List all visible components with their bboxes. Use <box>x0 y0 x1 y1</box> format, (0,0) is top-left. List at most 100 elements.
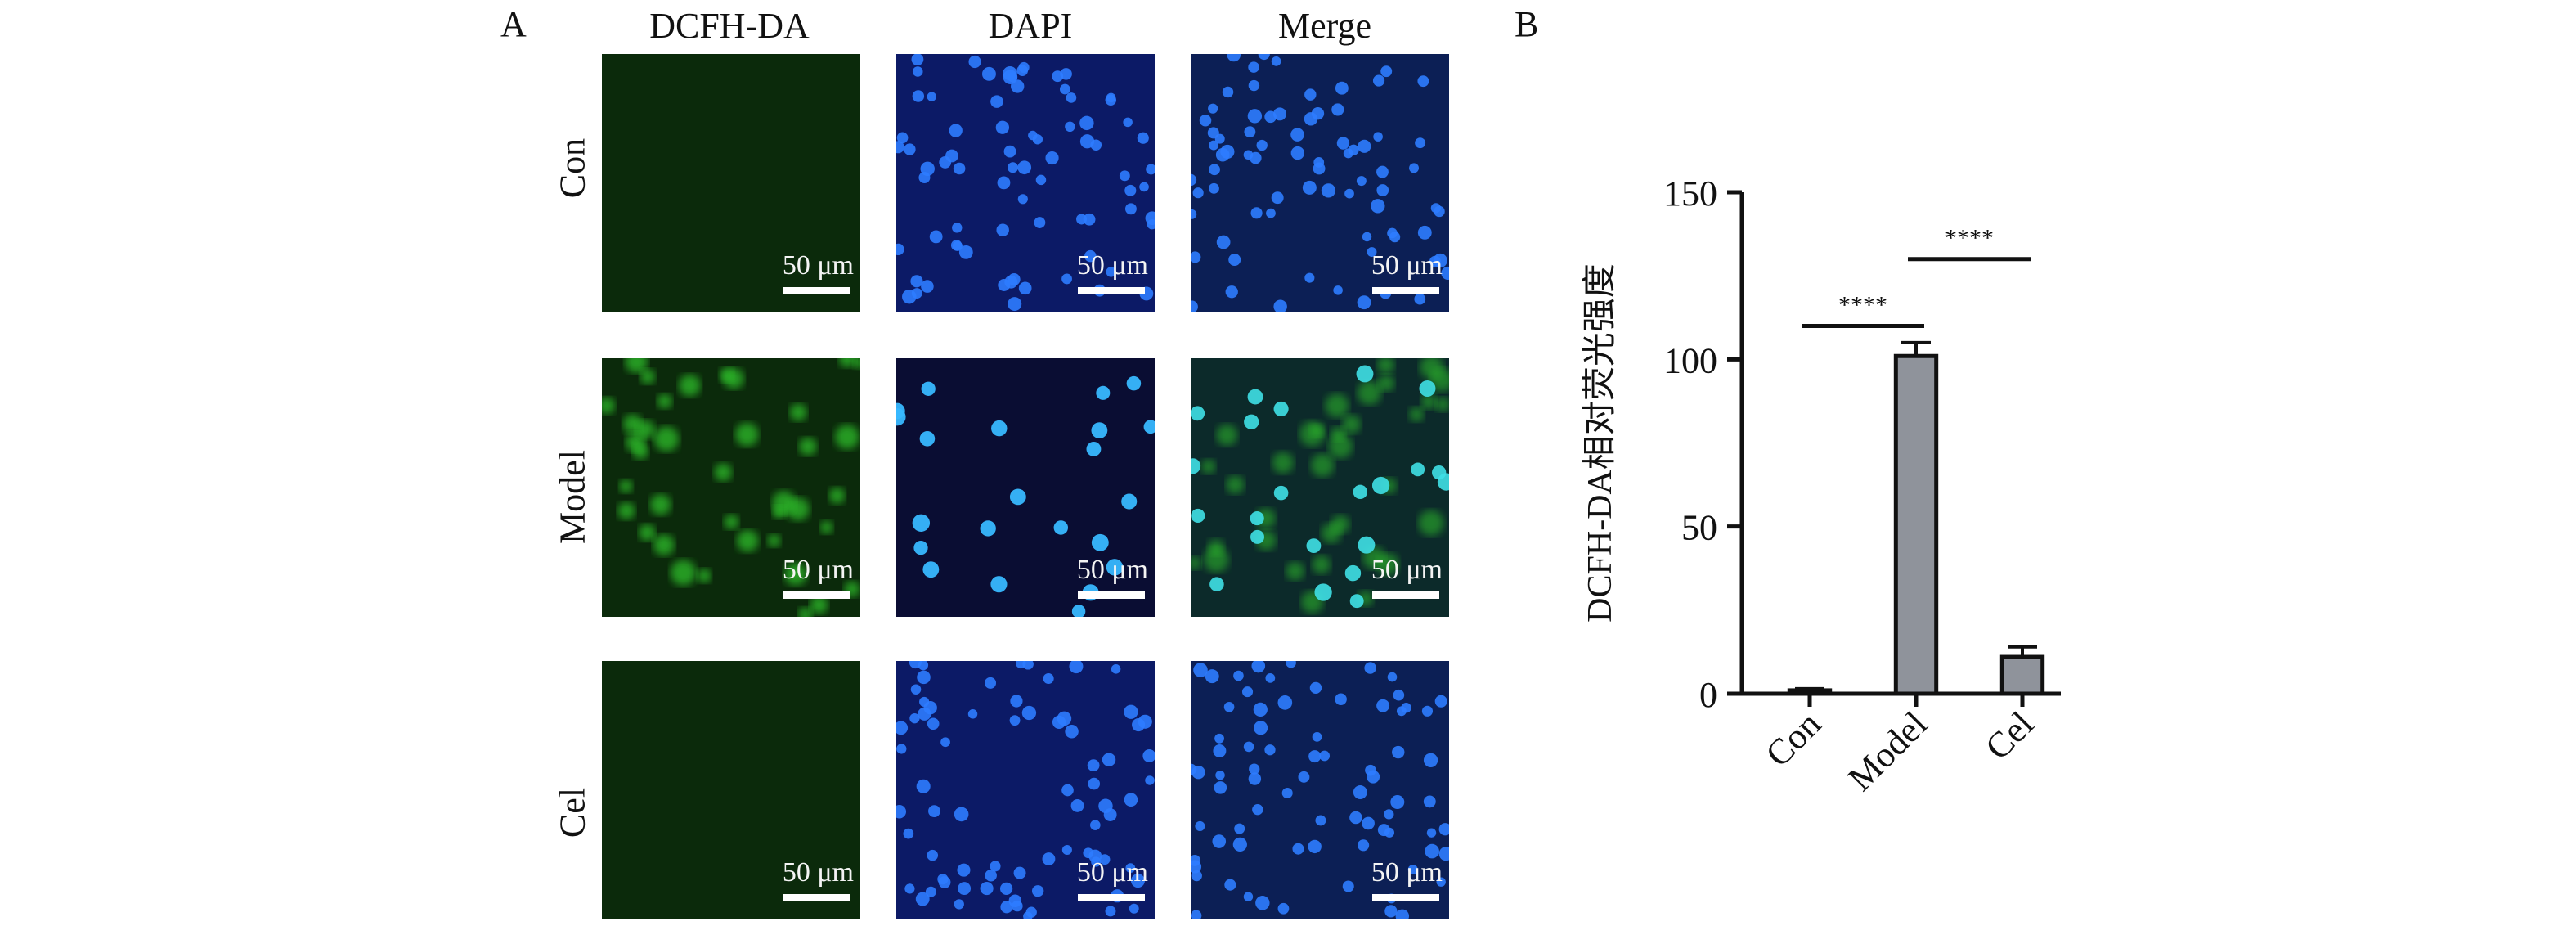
cell-mark <box>797 607 813 617</box>
cell-mark <box>1264 744 1276 756</box>
cell-mark <box>1358 139 1371 153</box>
cell-mark <box>1011 79 1025 93</box>
cell-mark <box>1016 661 1026 669</box>
cell-mark <box>1309 424 1324 438</box>
cell-mark <box>1103 808 1117 821</box>
cell-mark <box>918 661 929 671</box>
cell-mark <box>921 381 936 396</box>
significance-label: **** <box>1945 225 1994 252</box>
cell-mark <box>911 288 922 299</box>
cell-mark <box>1066 92 1077 103</box>
cell-mark <box>1290 128 1304 142</box>
cell-mark <box>990 861 1001 872</box>
cell-mark <box>1191 763 1197 775</box>
micrograph-con-merge: 50 μm <box>1191 54 1449 312</box>
cell-mark <box>736 529 759 552</box>
cell-mark <box>619 479 633 493</box>
cell-mark <box>697 569 711 583</box>
cell-mark <box>1298 771 1310 783</box>
cell-mark <box>1105 94 1117 106</box>
cell-mark <box>998 279 1011 291</box>
cell-mark <box>1248 772 1262 785</box>
cell-mark <box>1441 266 1449 281</box>
cell-mark <box>1387 672 1398 682</box>
micrograph-image <box>896 661 1155 919</box>
cell-mark <box>1414 293 1426 305</box>
cell-mark <box>1321 523 1342 543</box>
cell-mark <box>719 367 734 383</box>
cell-mark <box>896 721 909 735</box>
scale-bar <box>1372 287 1439 294</box>
cell-mark <box>1035 174 1047 186</box>
micrograph-con-dcfh: 50 μm <box>602 54 860 312</box>
cell-mark <box>1357 295 1371 310</box>
cell-mark <box>1125 863 1136 874</box>
cell-mark <box>1421 705 1434 717</box>
cell-mark <box>1061 784 1074 797</box>
cell-mark <box>679 374 701 397</box>
cell-mark <box>1083 847 1094 859</box>
micrograph-image <box>602 54 860 312</box>
cell-mark <box>1124 203 1137 215</box>
cell-mark <box>954 807 969 822</box>
cell-mark <box>912 90 925 102</box>
cell-mark <box>1139 182 1149 192</box>
cell-mark <box>1009 715 1021 726</box>
cell-mark <box>922 561 940 578</box>
cell-mark <box>1243 150 1254 160</box>
micrograph-image <box>602 661 860 919</box>
cell-mark <box>1244 126 1256 138</box>
cell-mark <box>1426 828 1437 838</box>
cell-mark <box>1234 823 1245 834</box>
significance-label: **** <box>1838 291 1887 318</box>
cell-mark <box>958 882 972 896</box>
cell-mark <box>1415 137 1426 149</box>
cell-mark <box>1057 711 1072 726</box>
scale-bar <box>1078 287 1145 294</box>
cell-mark <box>1308 839 1322 854</box>
cell-mark <box>1356 365 1374 383</box>
cell-mark <box>1059 83 1070 95</box>
scale-bar-label: 50 μm <box>782 555 854 585</box>
micrograph-model-dcfh: 50 μm <box>602 358 860 617</box>
cell-mark <box>995 120 1010 134</box>
cell-mark <box>639 524 656 542</box>
cell-mark <box>828 487 846 504</box>
cell-mark <box>1042 852 1056 865</box>
scale-bar <box>1372 591 1439 599</box>
cell-mark <box>1124 184 1137 196</box>
cell-mark <box>912 66 923 77</box>
cell-mark <box>916 779 931 793</box>
cell-mark <box>1244 414 1259 429</box>
cell-mark <box>1248 61 1259 73</box>
cell-mark <box>1344 188 1354 199</box>
y-tick-label: 50 <box>1681 508 1717 548</box>
cell-mark <box>810 596 828 614</box>
cell-mark <box>1420 358 1443 380</box>
cell-mark <box>1102 753 1116 766</box>
column-header-dcfh: DCFH-DA <box>649 6 810 46</box>
cell-mark <box>1017 160 1032 175</box>
cell-mark <box>1083 213 1096 226</box>
cell-mark <box>798 437 817 456</box>
cell-mark <box>1417 225 1432 240</box>
cell-mark <box>1336 137 1350 150</box>
cell-mark <box>1247 109 1263 124</box>
scale-bar <box>783 894 850 901</box>
cell-mark <box>1255 896 1270 910</box>
cell-mark <box>1395 909 1410 919</box>
cell-mark <box>1087 759 1100 772</box>
cell-mark <box>1376 358 1395 374</box>
cell-mark <box>1277 695 1293 710</box>
cell-mark <box>910 275 923 288</box>
cell-mark <box>903 828 914 839</box>
cell-mark <box>1253 702 1268 717</box>
cell-mark <box>1223 701 1235 712</box>
micrograph-model-dapi: 50 μm <box>896 358 1155 617</box>
cell-mark <box>1228 254 1241 267</box>
cell-mark <box>1010 695 1023 708</box>
cell-mark <box>1314 583 1332 601</box>
cell-mark <box>1304 272 1315 283</box>
cell-mark <box>1273 107 1287 121</box>
cell-mark <box>1384 827 1395 838</box>
